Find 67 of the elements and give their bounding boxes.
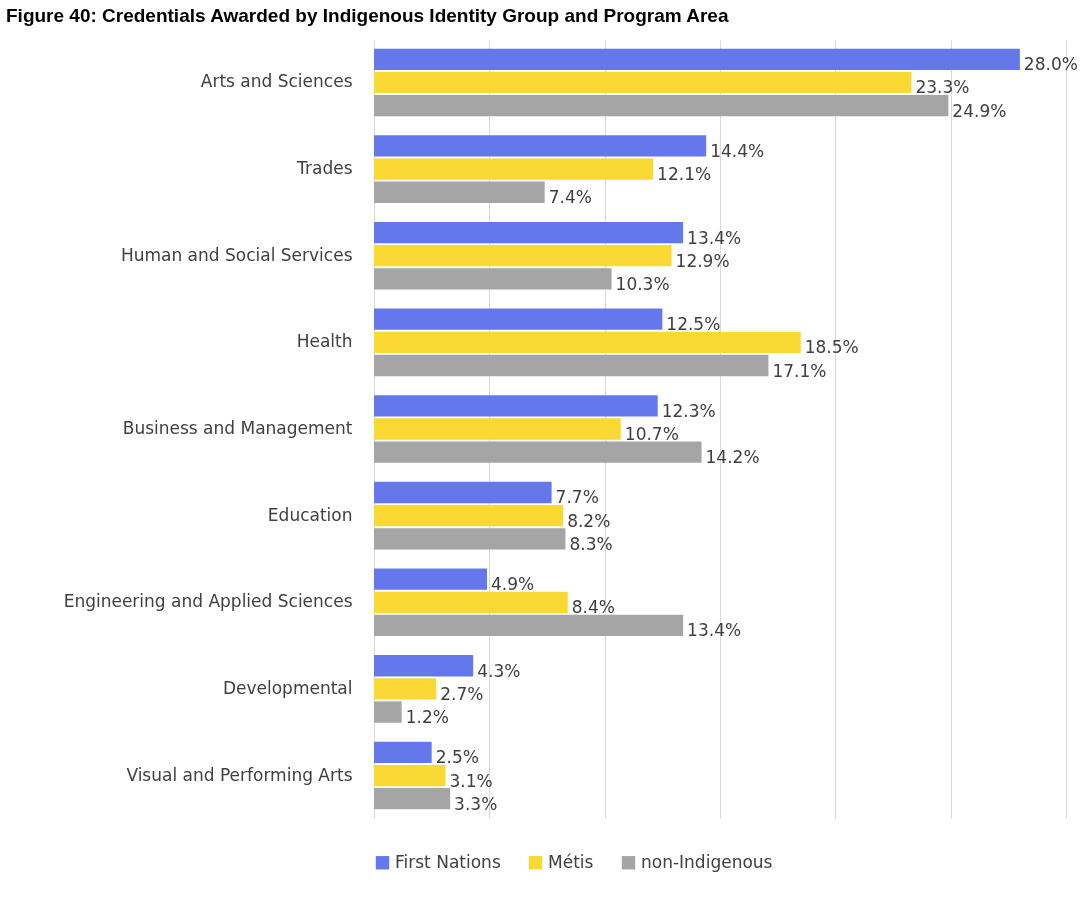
bar <box>374 331 801 354</box>
data-label: 18.5% <box>804 337 859 358</box>
bar <box>374 181 545 203</box>
data-label: 12.3% <box>661 400 716 421</box>
bar <box>374 788 451 810</box>
bar <box>374 481 552 504</box>
bar <box>374 158 654 180</box>
data-label: 14.2% <box>705 447 760 468</box>
y-tick-label: Business and Management <box>122 418 353 438</box>
data-label: 24.9% <box>952 100 1007 121</box>
data-label: 8.3% <box>569 533 613 554</box>
data-label: 4.3% <box>477 660 521 681</box>
data-label: 7.7% <box>555 487 599 508</box>
y-tick-label: Trades <box>296 158 353 179</box>
data-label: 8.4% <box>571 597 615 618</box>
legend-label: non-Indigenous <box>641 851 773 872</box>
bar <box>374 701 402 723</box>
data-label: 2.5% <box>435 747 479 768</box>
data-label: 1.2% <box>405 707 449 728</box>
bar <box>374 678 437 700</box>
bar <box>374 395 658 417</box>
y-tick-label: Health <box>296 331 353 352</box>
y-tick-label: Education <box>267 504 353 525</box>
bar <box>374 568 488 590</box>
y-tick-label: Human and Social Services <box>120 244 353 265</box>
y-tick-label: Arts and Sciences <box>200 71 353 92</box>
bar <box>374 71 912 94</box>
data-label: 13.4% <box>687 227 742 248</box>
bar <box>374 504 564 527</box>
bar <box>374 354 769 377</box>
data-label: 3.1% <box>449 770 493 791</box>
data-label: 4.9% <box>491 574 535 595</box>
legend-label: Métis <box>548 851 594 872</box>
chart-title: Figure 40: Credentials Awarded by Indigenous Identity Group and Program Area <box>6 5 729 26</box>
data-label: 13.4% <box>687 620 742 641</box>
bar <box>374 741 432 764</box>
y-tick-label: Visual and Performing Arts <box>126 764 353 785</box>
bar <box>374 764 446 787</box>
data-label: 8.2% <box>567 510 611 531</box>
y-tick-label: Developmental <box>222 677 353 698</box>
bar <box>374 591 568 613</box>
data-label: 2.7% <box>440 683 484 704</box>
data-label: 7.4% <box>548 187 592 208</box>
data-label: 17.1% <box>772 360 827 381</box>
data-label: 28.0% <box>1023 54 1078 75</box>
bar <box>374 94 949 117</box>
bar <box>374 135 707 157</box>
data-label: 10.7% <box>624 424 679 444</box>
bar <box>374 308 663 330</box>
legend-label: First Nations <box>395 851 501 872</box>
bar <box>374 528 566 550</box>
data-label: 3.3% <box>454 793 498 814</box>
data-label: 12.1% <box>657 164 712 185</box>
bar <box>374 441 702 463</box>
y-tick-label: Engineering and Applied Sciences <box>63 591 353 612</box>
bar <box>374 418 621 440</box>
bar <box>374 245 672 267</box>
bar <box>374 614 684 637</box>
bar <box>374 268 612 290</box>
bar <box>374 48 1020 70</box>
data-label: 10.3% <box>615 273 670 294</box>
data-label: 12.5% <box>666 314 721 335</box>
data-label: 14.4% <box>710 140 765 161</box>
data-label: 23.3% <box>915 77 970 98</box>
data-label: 12.9% <box>675 250 730 271</box>
bar <box>374 221 684 244</box>
bar <box>374 655 474 677</box>
